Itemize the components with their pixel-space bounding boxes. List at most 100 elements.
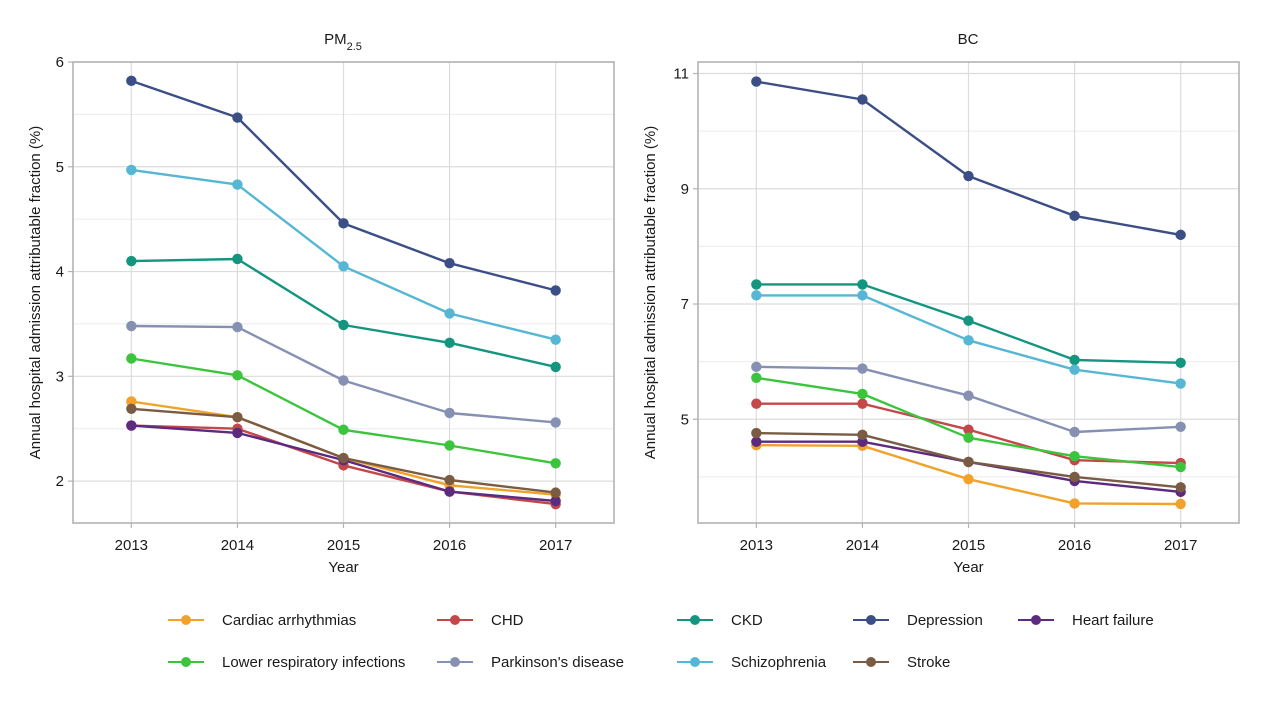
- panel-title-main: BC: [958, 31, 979, 48]
- panel-title: BC: [958, 31, 979, 48]
- panel-title-main: PM: [324, 31, 347, 48]
- data-point: [232, 179, 243, 190]
- data-point: [1069, 354, 1080, 366]
- data-point: [963, 456, 974, 468]
- data-point: [963, 390, 974, 401]
- legend-label: Lower respiratory infections: [222, 653, 406, 671]
- y-tick-label: 5: [681, 411, 689, 428]
- data-point: [444, 407, 455, 419]
- x-tick-label: 2017: [539, 537, 572, 554]
- legend-label: Stroke: [907, 653, 951, 671]
- series-schizophrenia: [751, 290, 1186, 389]
- legend-key-icon: [1018, 608, 1054, 632]
- legend-item: Lower respiratory infections: [168, 650, 405, 674]
- legend-key-icon: [437, 650, 473, 674]
- data-point: [751, 398, 762, 409]
- data-point: [338, 452, 349, 464]
- data-point: [126, 164, 137, 176]
- series-schizophrenia: [126, 164, 561, 345]
- legend-key-icon: [853, 608, 889, 632]
- data-point: [1175, 461, 1186, 473]
- data-point: [751, 436, 762, 447]
- data-point: [550, 361, 561, 373]
- data-point: [857, 279, 868, 290]
- panel-bc: 5 7 9 11 2013 2014 2015 2016 2017 BC Year Annual ho…: [642, 31, 1240, 576]
- data-point: [444, 257, 455, 269]
- data-point: [963, 474, 974, 485]
- legend-item: CHD: [437, 608, 524, 632]
- x-tick-label: 2014: [846, 537, 879, 554]
- series-depression: [751, 76, 1186, 241]
- y-tick-label: 6: [56, 54, 64, 71]
- y-tick-label: 2: [56, 473, 64, 490]
- data-point: [751, 372, 762, 383]
- data-point: [1175, 421, 1186, 432]
- x-tick-label: 2016: [433, 537, 466, 554]
- x-tick-label: 2015: [327, 537, 360, 554]
- legend-label: Schizophrenia: [731, 653, 827, 671]
- data-point: [751, 427, 762, 439]
- data-point: [1175, 229, 1186, 241]
- data-point: [126, 420, 137, 431]
- data-point: [1069, 471, 1080, 483]
- data-point: [444, 474, 455, 486]
- data-point: [857, 94, 868, 105]
- data-point: [444, 337, 455, 348]
- series-parkinson-s-disease: [751, 361, 1186, 438]
- data-point: [963, 432, 974, 443]
- data-point: [963, 335, 974, 346]
- legend-label: CHD: [491, 611, 524, 629]
- x-tick-label: 2013: [740, 537, 773, 554]
- data-point: [1069, 498, 1080, 509]
- series-ckd: [751, 279, 1186, 369]
- data-point: [751, 76, 762, 87]
- data-point: [550, 334, 561, 345]
- data-point: [338, 424, 349, 435]
- data-point: [338, 218, 349, 229]
- data-point: [857, 398, 868, 409]
- legend-label: Parkinson's disease: [491, 653, 624, 671]
- data-point: [126, 403, 137, 414]
- panel-border: [697, 61, 1240, 524]
- data-point: [232, 112, 243, 123]
- legend-key-icon: [677, 608, 713, 632]
- panel-title-subscript: 2.5: [347, 41, 362, 53]
- legend-key-icon: [853, 650, 889, 674]
- series-depression: [126, 75, 561, 296]
- series-ckd: [126, 253, 561, 373]
- legend-label: Cardiac arrhythmias: [222, 611, 357, 629]
- data-point: [338, 375, 349, 386]
- data-point: [126, 353, 137, 364]
- legend-item: Stroke: [853, 650, 950, 674]
- x-axis-title: Year: [328, 559, 358, 576]
- x-tick-label: 2017: [1164, 537, 1197, 554]
- data-point: [751, 361, 762, 373]
- data-point: [550, 285, 561, 296]
- data-point: [857, 363, 868, 374]
- panel-title: PM2.5: [324, 31, 362, 53]
- legend-key-icon: [168, 608, 204, 632]
- legend-item: Schizophrenia: [677, 650, 826, 674]
- data-point: [1175, 378, 1186, 389]
- data-point: [126, 396, 137, 407]
- data-point: [550, 495, 561, 507]
- legend-key-icon: [168, 650, 204, 674]
- x-tick-label: 2014: [221, 537, 254, 554]
- data-point: [550, 458, 561, 469]
- series-parkinson-s-disease: [126, 320, 561, 428]
- data-point: [232, 427, 243, 439]
- legend-item: Parkinson's disease: [437, 650, 624, 674]
- data-point: [1069, 364, 1080, 375]
- legend-label: Heart failure: [1072, 611, 1154, 629]
- data-point: [1069, 450, 1080, 462]
- legend-label: Depression: [907, 611, 983, 629]
- legend-item: CKD: [677, 608, 763, 632]
- data-point: [1069, 426, 1080, 438]
- data-point: [338, 319, 349, 331]
- data-point: [338, 261, 349, 272]
- panel-pm25: 2 3 4 5 6 2013 2014 2015 2016 2017 PM2.5 Year Annual…: [27, 31, 615, 576]
- y-tick-label: 4: [56, 264, 64, 281]
- data-point: [751, 279, 762, 290]
- data-point: [550, 417, 561, 428]
